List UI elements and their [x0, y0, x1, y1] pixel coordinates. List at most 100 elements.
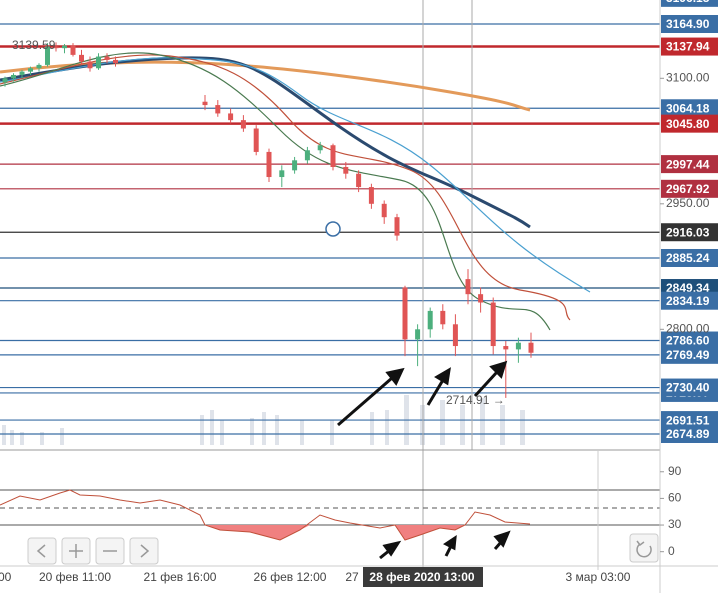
candle-body [266, 151, 272, 178]
candle-body [215, 105, 221, 114]
ma-red [0, 54, 571, 321]
price-label: 2691.51 [666, 413, 710, 427]
candle-body [368, 187, 374, 204]
candle-body [228, 113, 234, 121]
time-highlight [363, 567, 483, 587]
price-label: 3164.90 [666, 17, 710, 31]
candle-body [317, 145, 323, 151]
price-label: 3137.94 [666, 40, 710, 54]
x-tick-label: 21 фев 16:00 [144, 570, 217, 584]
price-box [661, 378, 718, 397]
price-label: 2967.92 [666, 182, 710, 196]
reset[interactable] [629, 533, 659, 563]
candle-body [452, 324, 458, 347]
candle-body [2, 78, 8, 83]
candle-body [11, 74, 16, 79]
candle-body [490, 302, 496, 347]
candle-body [87, 61, 93, 69]
candle-body [292, 160, 298, 171]
candle-body [415, 329, 421, 340]
price-box [661, 179, 718, 198]
price-box [661, 345, 718, 364]
nav-icons [36, 540, 652, 558]
y-tick-label: 2800.00 [666, 321, 710, 335]
x-tick-label: 28 фев 2020 13:00 [369, 570, 474, 584]
rsi-tick-label: 0 [668, 544, 675, 558]
price-label: 2834.19 [666, 294, 710, 308]
candle-body [402, 287, 408, 340]
candle-body [240, 120, 246, 129]
annotation: 2714.91 → [446, 393, 505, 407]
x-tick-label: 3 мар 03:00 [566, 570, 631, 584]
candle-body [19, 71, 25, 75]
price-label: 3196.15 [666, 0, 710, 5]
candle-body [36, 64, 42, 69]
y-tick-label: 3100.00 [666, 70, 710, 84]
rsi-tick-label: 30 [668, 517, 682, 531]
candle-body [427, 310, 433, 330]
price-label: 2786.60 [666, 334, 710, 348]
price-box [661, 155, 718, 174]
candle-body [53, 46, 59, 49]
candle-body [356, 173, 362, 188]
candle-body [330, 145, 336, 167]
price-label: 2730.40 [666, 381, 710, 395]
arrows [337, 360, 511, 560]
candle-body [304, 150, 310, 161]
candle-body [104, 56, 110, 60]
x-tick-label: 20 фев 11:00 [39, 570, 111, 584]
x-tick-label: 26 фев 12:00 [254, 570, 327, 584]
candle-body [45, 46, 50, 65]
rsi-tick-label: 60 [668, 491, 682, 505]
price-box [661, 114, 718, 133]
candle-body [79, 54, 84, 62]
price-box [661, 248, 718, 267]
nav-left[interactable] [27, 537, 57, 565]
candle-body [478, 294, 484, 303]
price-label: 2849.34 [666, 281, 710, 295]
nav-right[interactable] [129, 537, 159, 565]
rsi-line [0, 489, 531, 541]
candle-body [113, 59, 118, 64]
price-box [661, 15, 718, 33]
rsi-fill [205, 525, 465, 540]
candle-body [528, 342, 534, 353]
price-label: 3064.18 [666, 101, 710, 115]
price-box [661, 411, 718, 430]
candle-body [465, 279, 471, 295]
price-box [661, 424, 718, 443]
x-tick-label: 27 [345, 570, 359, 584]
price-label: 3045.80 [666, 117, 710, 131]
candle-body [440, 310, 446, 325]
candle-body [62, 45, 67, 49]
candle-body [96, 56, 101, 69]
price-box [661, 0, 718, 7]
y-tick-label: 2950.00 [666, 196, 710, 210]
x-tick-label: 00 [0, 570, 12, 584]
candle-body [70, 45, 76, 55]
candle-body [28, 68, 33, 72]
price-box [661, 99, 718, 118]
price-box [661, 223, 718, 242]
price-label: 2997.44 [666, 157, 710, 171]
price-box [661, 37, 718, 56]
candle-body [202, 101, 208, 106]
annotation: 3139.59 [12, 38, 56, 52]
candle-body [394, 217, 400, 236]
level-handle[interactable] [325, 221, 341, 237]
price-box [661, 331, 718, 350]
rsi-tick-label: 90 [668, 464, 682, 478]
candle-body [381, 203, 387, 218]
candle-body [515, 342, 521, 350]
price-label: 2674.89 [666, 427, 710, 441]
candle-body [279, 170, 285, 178]
ma-fast [0, 57, 591, 293]
price-label: 2769.49 [666, 348, 710, 362]
candle-body [343, 166, 349, 174]
price-box [661, 291, 718, 310]
candle-body [503, 346, 509, 350]
price-label: 2885.24 [666, 251, 710, 265]
price-label: 2916.03 [666, 225, 710, 239]
